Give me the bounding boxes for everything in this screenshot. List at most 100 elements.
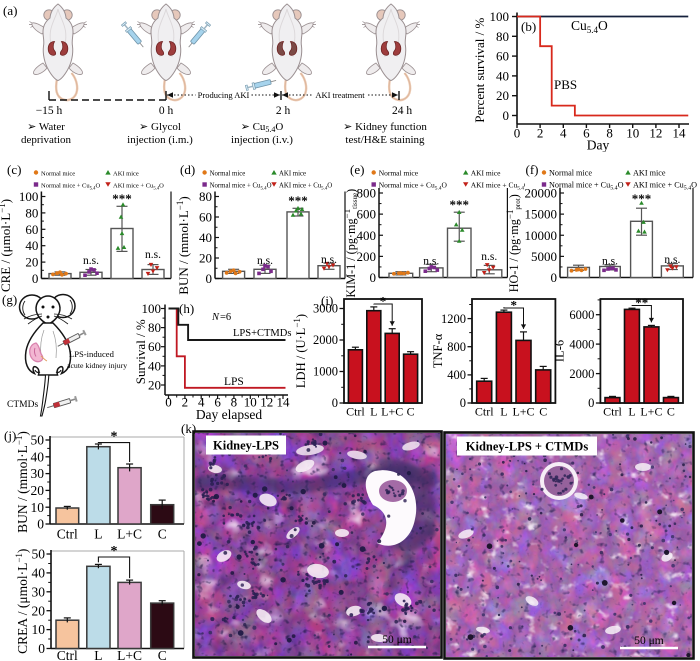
svg-text:0: 0: [551, 270, 558, 285]
svg-text:20: 20: [32, 603, 46, 618]
svg-text:0: 0: [460, 396, 466, 410]
svg-text:*: *: [380, 294, 387, 309]
svg-text:1000: 1000: [313, 365, 338, 379]
svg-text:14: 14: [277, 395, 291, 410]
svg-text:10: 10: [31, 500, 45, 515]
svg-text:4000: 4000: [569, 337, 594, 351]
svg-text:12: 12: [260, 395, 273, 410]
svg-text:40: 40: [148, 358, 161, 373]
svg-text:20: 20: [148, 378, 161, 393]
svg-text:14: 14: [673, 126, 687, 141]
svg-text:Kidney-LPS: Kidney-LPS: [213, 439, 279, 453]
svg-text:Percent survival / %: Percent survival / %: [472, 18, 487, 123]
svg-text:(e): (e): [350, 162, 364, 177]
svg-text:3000: 3000: [313, 302, 338, 316]
svg-text:100: 100: [19, 189, 39, 204]
svg-text:AKI mice + Cu5.4O: AKI mice + Cu5.4O: [633, 181, 697, 192]
svg-text:IL-6: IL-6: [552, 340, 566, 362]
svg-text:injection (i.v.): injection (i.v.): [231, 134, 293, 146]
svg-text:➢ Cu5.4O: ➢ Cu5.4O: [241, 121, 284, 134]
svg-text:2 h: 2 h: [276, 105, 291, 117]
svg-text:➢ Kidney function: ➢ Kidney function: [343, 121, 427, 133]
svg-text:Ctrl: Ctrl: [57, 648, 78, 661]
svg-text:Day elapsed: Day elapsed: [196, 407, 263, 422]
svg-text:L: L: [94, 527, 102, 542]
svg-text:Day: Day: [587, 138, 610, 153]
svg-text:60: 60: [148, 339, 161, 354]
svg-text:40: 40: [496, 68, 509, 83]
svg-text:−15 h: −15 h: [36, 105, 63, 117]
svg-text:(f): (f): [526, 162, 539, 177]
svg-text:20: 20: [31, 483, 45, 498]
svg-text:Normal mice + Cu5.4O: Normal mice + Cu5.4O: [41, 183, 100, 192]
svg-text:6: 6: [214, 395, 221, 410]
svg-text:AKI mice + Cu5.4O: AKI mice + Cu5.4O: [113, 183, 164, 192]
svg-text:deprivation: deprivation: [21, 134, 72, 146]
svg-text:PBS: PBS: [554, 77, 577, 92]
svg-text:L: L: [500, 405, 507, 419]
svg-text:6000: 6000: [569, 308, 594, 322]
svg-text:C: C: [158, 648, 167, 661]
svg-text:(d): (d): [180, 162, 195, 177]
svg-text:0: 0: [503, 108, 510, 123]
svg-text:AKI mice: AKI mice: [471, 169, 501, 178]
svg-text:10000: 10000: [525, 228, 558, 243]
svg-text:10: 10: [244, 395, 257, 410]
svg-text:AKI mice: AKI mice: [113, 171, 139, 178]
svg-text:50 μm: 50 μm: [634, 635, 664, 647]
svg-text:Normal mice + Cu5.4O: Normal mice + Cu5.4O: [379, 181, 448, 192]
svg-text:AKI treatment: AKI treatment: [315, 90, 365, 100]
svg-text:800: 800: [357, 186, 377, 201]
svg-text:➢ Water: ➢ Water: [27, 121, 65, 133]
svg-text:4: 4: [198, 395, 205, 410]
svg-text:50: 50: [32, 547, 46, 562]
svg-text:***: ***: [112, 191, 132, 206]
svg-text:0: 0: [206, 271, 213, 286]
svg-text:L: L: [370, 405, 377, 419]
svg-text:CRE / (μmol·L−1): CRE / (μmol·L−1): [0, 199, 13, 292]
svg-text:CREA / (μmol·L−1): CREA / (μmol·L−1): [14, 549, 30, 654]
svg-text:0: 0: [38, 641, 45, 656]
svg-text:L: L: [94, 648, 102, 661]
svg-text:AKI mice: AKI mice: [279, 171, 306, 178]
svg-text:Ctrl: Ctrl: [475, 405, 494, 419]
svg-text:6: 6: [583, 126, 590, 141]
svg-text:80: 80: [496, 29, 509, 44]
svg-text:n.s.: n.s.: [257, 255, 273, 267]
svg-text:(h): (h): [179, 301, 194, 316]
svg-text:0: 0: [37, 517, 44, 532]
svg-text:20: 20: [199, 251, 212, 266]
svg-text:n.s.: n.s.: [423, 256, 439, 268]
svg-text:20000: 20000: [525, 186, 558, 201]
svg-text:2000: 2000: [313, 333, 338, 347]
svg-text:(g): (g): [2, 292, 17, 307]
svg-text:L: L: [628, 405, 635, 419]
svg-text:30: 30: [32, 584, 46, 599]
svg-text:0: 0: [165, 395, 172, 410]
svg-text:0: 0: [370, 270, 377, 285]
svg-text:HO-1 / (pg·mg−1prot): HO-1 / (pg·mg−1prot): [505, 194, 522, 292]
svg-text:L+C: L+C: [117, 648, 142, 661]
svg-text:acute kidney injury: acute kidney injury: [67, 361, 127, 370]
svg-text:60: 60: [25, 222, 38, 237]
svg-text:80: 80: [25, 205, 38, 220]
svg-text:CTMDs: CTMDs: [7, 400, 38, 410]
svg-text:20: 20: [496, 88, 509, 103]
svg-text:n.s.: n.s.: [481, 251, 497, 263]
svg-text:10: 10: [32, 622, 46, 637]
svg-text:LDH / (U·L−1): LDH / (U·L−1): [292, 314, 308, 388]
svg-text:24 h: 24 h: [392, 105, 412, 117]
svg-text:80: 80: [199, 189, 212, 204]
svg-text:400: 400: [357, 228, 377, 243]
svg-text:BUN / (mmol·L−1): BUN / (mmol·L−1): [175, 196, 191, 294]
svg-text:***: ***: [632, 191, 652, 206]
svg-text:AKI mice: AKI mice: [633, 169, 666, 178]
svg-text:*: *: [111, 430, 118, 445]
svg-text:600: 600: [357, 207, 377, 222]
svg-text:Normal mice: Normal mice: [210, 171, 246, 178]
svg-text:test/H&E staining: test/H&E staining: [345, 134, 425, 146]
svg-text:Normal mice: Normal mice: [379, 169, 419, 178]
svg-text:50 μm: 50 μm: [382, 634, 412, 646]
svg-text:*: *: [510, 298, 517, 313]
svg-text:Producing AKI: Producing AKI: [198, 90, 250, 100]
